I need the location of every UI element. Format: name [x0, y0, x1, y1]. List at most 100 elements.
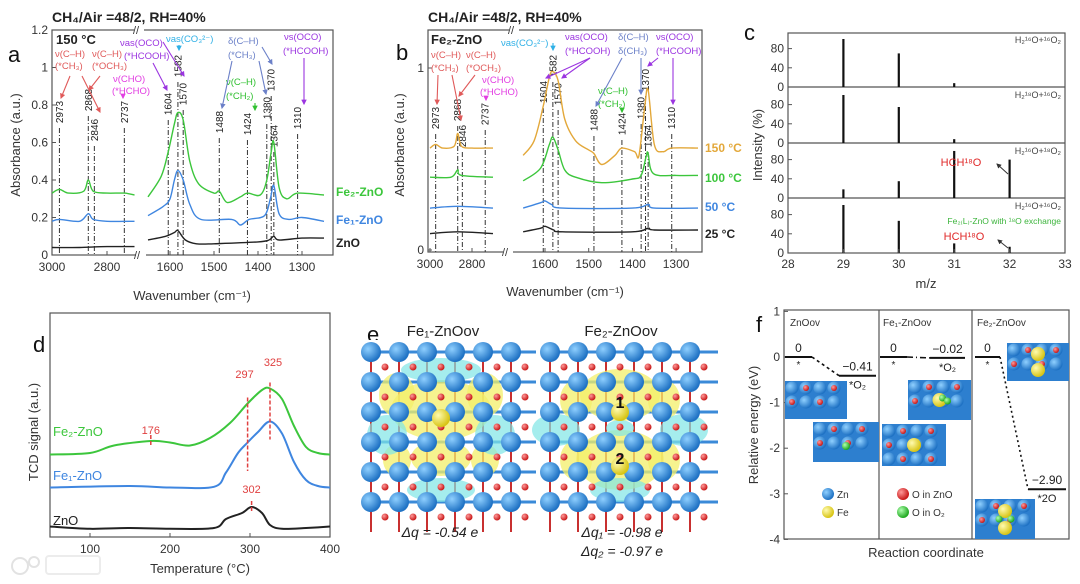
o-atom — [700, 513, 708, 521]
zn-atom — [568, 342, 588, 362]
annotation-arrows-a — [60, 41, 307, 113]
panel-label-d: d — [33, 332, 45, 357]
o-atom — [588, 453, 596, 461]
o-atom — [993, 503, 999, 509]
xtick-label-d: 400 — [320, 542, 340, 556]
fe-atom — [998, 504, 1012, 518]
panel-label-a: a — [8, 42, 21, 67]
zn-atom — [445, 492, 465, 512]
xtick-label-b: 1300 — [663, 257, 690, 271]
o-atom — [588, 393, 596, 401]
ytick-label-f: -4 — [769, 532, 780, 546]
zn-atom — [596, 342, 616, 362]
zn-atom — [1049, 357, 1063, 371]
o-atom — [381, 483, 389, 491]
zn-atom — [445, 432, 465, 452]
o-atom — [465, 483, 473, 491]
o-atom — [437, 483, 445, 491]
spectrum-a-0-right — [147, 111, 325, 204]
o-atom — [521, 393, 529, 401]
charge-fe1: Δq = -0.54 e — [401, 524, 479, 540]
o-atom — [672, 393, 680, 401]
legend-label-0: Zn — [837, 490, 849, 501]
ytick-label-c: 0 — [777, 136, 784, 150]
zn-atom — [361, 372, 381, 392]
zn-atom — [813, 422, 827, 436]
legend-label-3: O in O₂ — [912, 508, 945, 519]
ann-b-ch-ch2-species: (*CH₂) — [598, 99, 625, 110]
zn-atom — [473, 342, 493, 362]
zn-atom — [624, 372, 644, 392]
zn-atom — [896, 438, 910, 452]
state-label-final: *2O — [1038, 493, 1057, 505]
fe-atom — [1031, 347, 1045, 361]
subplot-label-3: H₂¹⁶O+¹⁸O₂ — [1015, 146, 1062, 156]
spectrum-b-1-left — [429, 169, 494, 179]
zn-atom — [975, 499, 989, 513]
o-atom — [493, 363, 501, 371]
ann-b-vas-co3: νas(CO₃²⁻) — [501, 38, 548, 49]
o-atom — [493, 423, 501, 431]
o-atom — [521, 453, 529, 461]
o-atom — [1007, 515, 1015, 523]
ytick-label-f: 1 — [773, 304, 780, 318]
zn-atom — [1017, 513, 1031, 527]
xtick-label-b: 1400 — [619, 257, 646, 271]
peak-label-2973: 2973 — [431, 106, 442, 129]
zn-atom — [596, 492, 616, 512]
legend-atom-2 — [897, 488, 909, 500]
zn-atom — [473, 432, 493, 452]
xtick-label-c: 29 — [837, 257, 851, 271]
zn-atom — [540, 372, 560, 392]
zn-atom — [624, 342, 644, 362]
xtick-label-a: 1400 — [245, 260, 272, 274]
o-atom — [900, 428, 906, 434]
ytick-label-c: 80 — [771, 153, 785, 167]
legend-atom-0 — [822, 488, 834, 500]
spectrum-a-0-left — [51, 179, 135, 196]
ann-b-vas-oco-species: (*HCOOH) — [565, 46, 610, 57]
panel-b-ylabel: Absorbance (a.u.) — [392, 93, 407, 196]
ytick-label-a: 0.8 — [31, 98, 48, 112]
zn-atom — [596, 372, 616, 392]
ytick-label-c: 80 — [771, 98, 785, 112]
o-atom — [409, 393, 417, 401]
spectrum-b-0-left — [429, 132, 494, 149]
ann-a-ch-och3: ν(C–H) — [92, 49, 122, 60]
o-atom — [644, 513, 652, 521]
peak-label-176: 176 — [142, 425, 160, 437]
panel-d: 100 200 300 400 176 297 325 302 Temperature (°C… — [26, 312, 340, 576]
zn-atom — [882, 452, 896, 466]
zn-atom — [540, 462, 560, 482]
legend-b-50: 50 °C — [705, 200, 735, 214]
energy-label-final: −2.90 — [1032, 473, 1063, 487]
panel-d-xlabel: Temperature (°C) — [150, 561, 250, 576]
o-atom — [409, 423, 417, 431]
xtick-label-a: 1500 — [201, 260, 228, 274]
zn-atom — [680, 372, 700, 392]
zn-atom — [568, 402, 588, 422]
zn-atom — [501, 492, 521, 512]
o-atom — [560, 363, 568, 371]
xtick-label-c: 30 — [892, 257, 906, 271]
xtick-label-a: 1300 — [289, 260, 316, 274]
peak-label-1424: 1424 — [617, 112, 628, 135]
zn-atom — [624, 492, 644, 512]
zn-atom — [445, 462, 465, 482]
o-atom — [859, 426, 865, 432]
zn-atom — [361, 432, 381, 452]
legend-a-fe1: Fe₁-ZnO — [336, 213, 383, 227]
o-atom — [560, 513, 568, 521]
o-atom — [1053, 347, 1059, 353]
ytick-label-c: 80 — [771, 42, 785, 56]
o-atom — [521, 423, 529, 431]
peak-label-1370: 1370 — [641, 68, 652, 91]
ytick-label-c: 40 — [771, 117, 785, 131]
peak-label-1310: 1310 — [667, 106, 678, 129]
spectrum-b-3-right — [523, 225, 699, 233]
panel-f-xlabel: Reaction coordinate — [868, 545, 984, 560]
ytick-label-a: 0.2 — [31, 211, 48, 225]
zn-atom — [473, 492, 493, 512]
o-atom — [912, 398, 918, 404]
